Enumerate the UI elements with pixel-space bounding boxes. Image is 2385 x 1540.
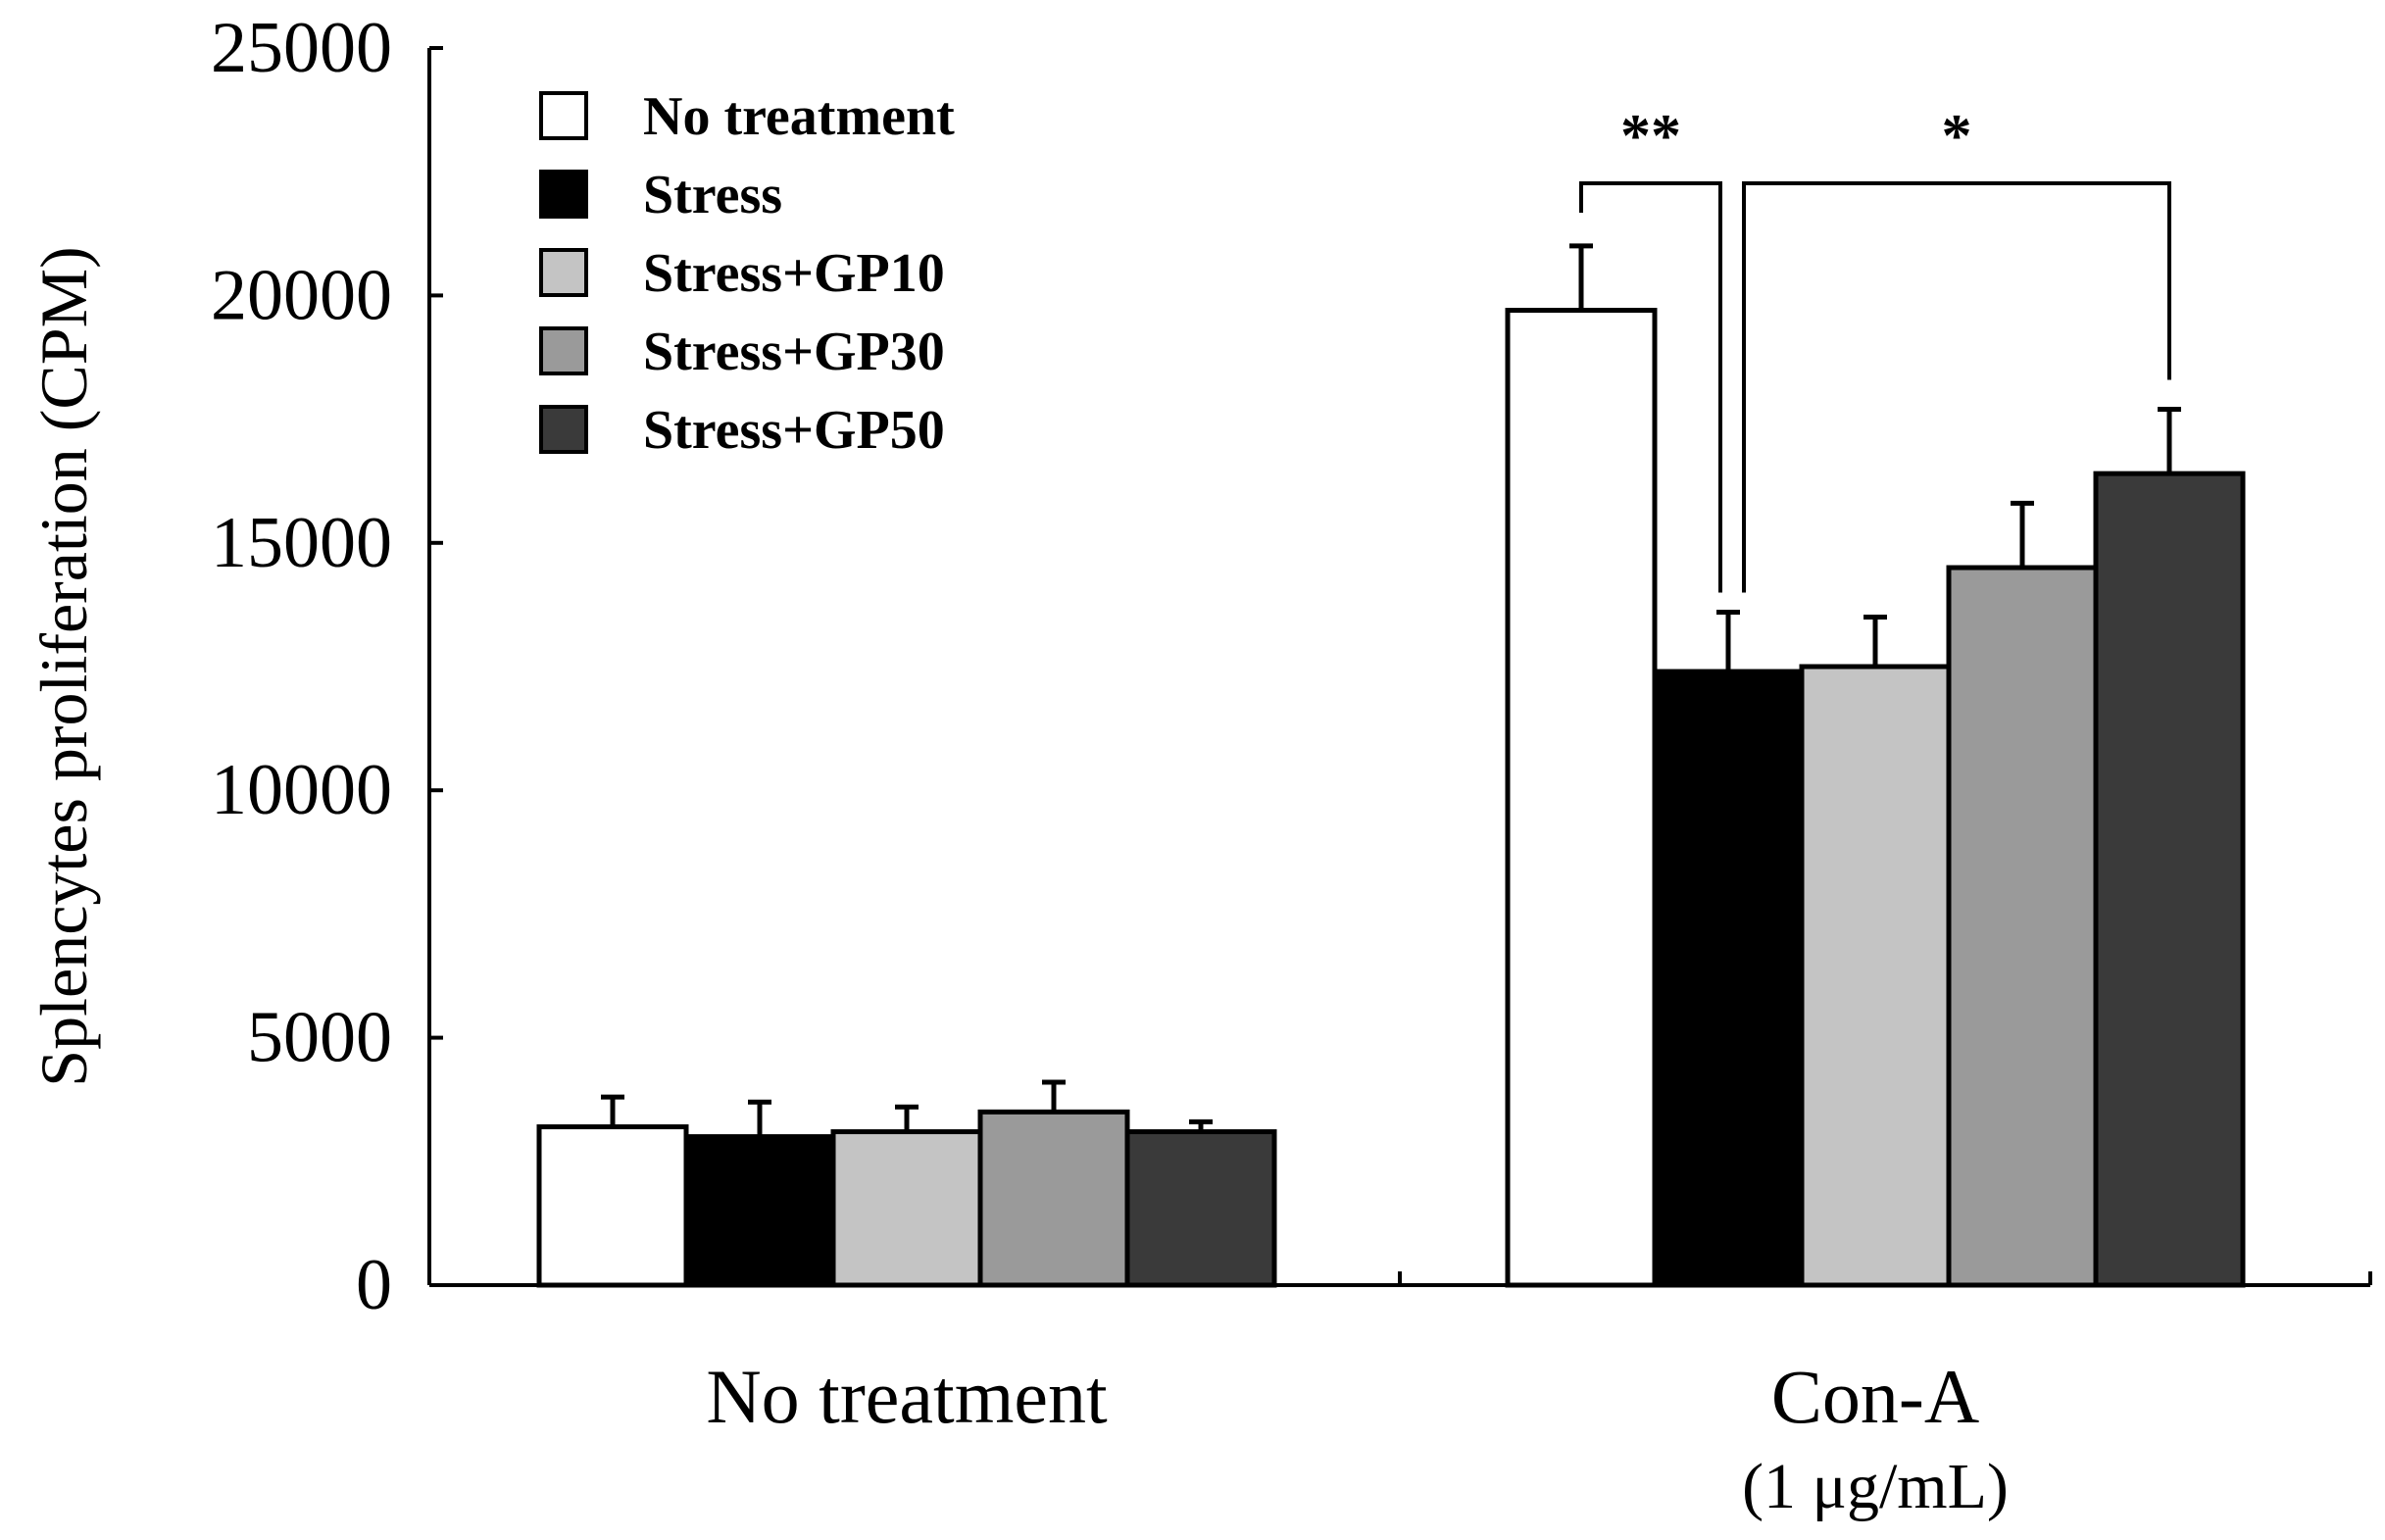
legend-label: Stress+GP10 [643,243,945,304]
y-tick-label: 20000 [211,255,392,335]
category-label: No treatment [706,1354,1108,1439]
bar [2093,471,2246,1288]
category-label: Con-A [1771,1354,1979,1439]
legend-swatch [539,405,588,454]
y-tick-label: 15000 [211,503,392,583]
y-axis-label: Splencytes proliferation (CPM) [26,246,101,1086]
legend-swatch [539,326,588,375]
y-tick-label: 5000 [247,998,392,1078]
legend-label: Stress+GP30 [643,322,945,382]
significance-bracket [1579,181,1722,593]
legend-swatch [539,91,588,140]
bar [1946,565,2099,1288]
legend-swatch [539,170,588,219]
bar [830,1129,983,1288]
y-tick-label: 0 [356,1245,392,1325]
error-bars [601,243,2181,1137]
y-ticks: 0 5000 10000 15000 20000 25000 [211,8,2372,1325]
significance-label: * [1942,103,1972,170]
significance-brackets: ** * [1579,103,2171,593]
bar [1505,308,1658,1288]
y-tick-label: 25000 [211,8,392,88]
legend-label: Stress [643,165,782,225]
bar [1799,664,1952,1288]
category-labels: No treatment Con-A (1 μg/mL) [706,1354,2009,1522]
bar [683,1134,836,1288]
bars [536,308,2246,1288]
bar [536,1123,689,1288]
legend-label: Stress+GP50 [643,400,945,461]
category-sublabel: (1 μg/mL) [1742,1451,2009,1522]
bar [1652,669,1805,1288]
y-tick-label: 10000 [211,750,392,830]
significance-label: ** [1620,103,1681,170]
legend-swatch [539,248,588,297]
legend-label: No treatment [643,86,955,147]
bar [977,1109,1130,1288]
bar [1124,1129,1277,1288]
legend: No treatment Stress Stress+GP10 Stress+GP30… [539,86,955,461]
significance-bracket [1742,181,2171,593]
